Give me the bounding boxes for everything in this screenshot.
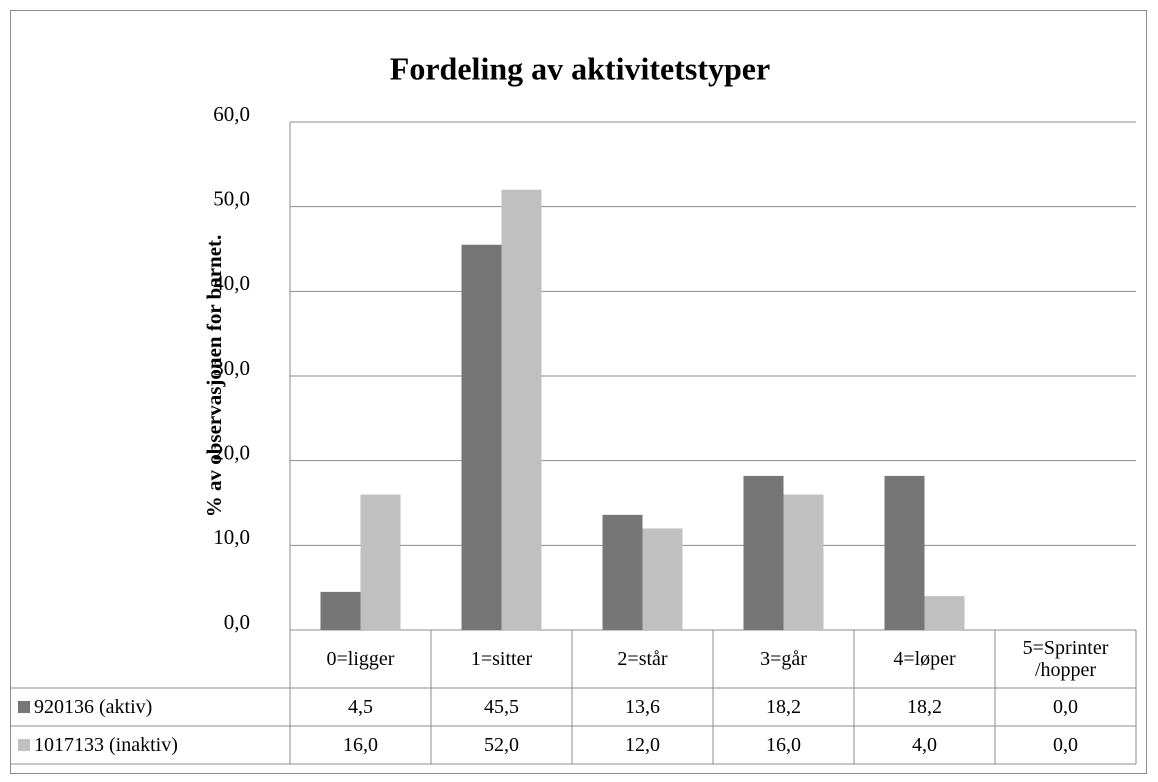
x-tick-label: 1=sitter (470, 648, 533, 670)
y-tick-label: 10,0 (213, 525, 250, 549)
bar (461, 244, 502, 630)
bar (320, 591, 361, 630)
data-label: 16,0 (766, 734, 801, 756)
y-tick-label: 60,0 (213, 102, 250, 126)
x-tick-label: 3=går (760, 648, 807, 670)
y-tick-label: 20,0 (213, 440, 250, 464)
y-tick-label: 50,0 (213, 186, 250, 210)
chart-border (10, 10, 1147, 774)
x-tick-label: 0=ligger (326, 648, 395, 670)
x-tick-label: 4=løper (893, 648, 956, 670)
data-label: 18,2 (907, 696, 942, 718)
chart-title: Fordeling av aktivitetstyper (390, 50, 770, 86)
bar (884, 475, 925, 630)
bar (501, 189, 542, 630)
data-label: 52,0 (484, 734, 519, 756)
y-tick-label: 30,0 (213, 356, 250, 380)
bar (602, 514, 643, 630)
x-tick-label: 2=står (617, 648, 668, 670)
legend-key (18, 701, 30, 713)
bar (783, 494, 824, 630)
data-label: 0,0 (1053, 696, 1078, 718)
data-label: 45,5 (484, 696, 519, 718)
y-axis-title: % av observasjonen for barnet. (202, 235, 226, 518)
bar (743, 475, 784, 630)
bar (360, 494, 401, 630)
legend-entry: 1017133 (inaktiv) (10, 726, 290, 764)
legend-entry: 920136 (aktiv) (10, 688, 290, 726)
bar (642, 528, 683, 630)
data-label: 4,5 (348, 696, 373, 718)
legend-label: 920136 (aktiv) (34, 696, 153, 718)
data-label: 18,2 (766, 696, 801, 718)
legend-key (18, 739, 30, 751)
bar (924, 596, 965, 630)
y-tick-label: 0,0 (224, 610, 250, 634)
data-label: 0,0 (1053, 734, 1078, 756)
data-label: 13,6 (625, 696, 660, 718)
y-tick-label: 40,0 (213, 271, 250, 295)
legend-label: 1017133 (inaktiv) (34, 734, 178, 756)
data-label: 16,0 (343, 734, 378, 756)
data-label: 4,0 (912, 734, 937, 756)
x-tick-label: 5=Sprinter /hopper (1022, 637, 1109, 681)
data-label: 12,0 (625, 734, 660, 756)
